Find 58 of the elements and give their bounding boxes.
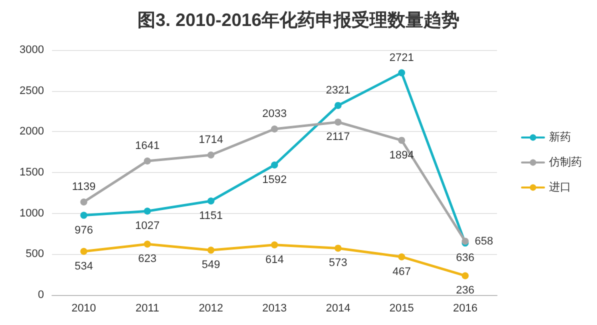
data-label: 549 xyxy=(202,259,220,272)
point xyxy=(144,240,151,248)
y-tick-label: 2500 xyxy=(20,84,44,97)
data-label: 636 xyxy=(456,252,474,264)
y-tick-label: 2000 xyxy=(20,126,44,138)
data-label: 1641 xyxy=(135,140,160,152)
point xyxy=(207,246,214,254)
data-label: 2033 xyxy=(262,108,287,120)
point xyxy=(144,157,151,164)
point xyxy=(144,208,151,215)
y-tick-label: 500 xyxy=(26,248,44,260)
data-label: 1139 xyxy=(72,180,96,193)
chart-title: 图3. 2010-2016年化药申报受理数量趋势 xyxy=(137,10,460,30)
point xyxy=(207,152,214,159)
x-tick-label: 2010 xyxy=(72,302,96,314)
data-label: 623 xyxy=(138,253,157,266)
data-label: 2117 xyxy=(326,131,350,144)
legend-label: 进口 xyxy=(549,180,571,194)
data-label: 658 xyxy=(474,235,494,248)
data-label: 2321 xyxy=(326,84,350,96)
x-tick-label: 2015 xyxy=(389,302,414,314)
legend-label: 仿制药 xyxy=(548,156,582,168)
point xyxy=(398,136,406,144)
point xyxy=(271,125,278,132)
data-label: 1714 xyxy=(198,134,224,146)
point xyxy=(398,253,406,260)
x-tick-label: 2013 xyxy=(262,302,287,314)
point xyxy=(271,161,278,168)
point xyxy=(80,198,88,206)
data-label: 467 xyxy=(392,266,411,278)
data-label: 1592 xyxy=(262,174,287,186)
data-label: 1894 xyxy=(389,149,414,162)
point xyxy=(462,272,469,280)
data-label: 236 xyxy=(456,284,474,297)
point xyxy=(271,241,278,248)
data-label: 2721 xyxy=(389,52,414,64)
y-tick-label: 1000 xyxy=(20,207,44,220)
point xyxy=(334,244,342,252)
y-tick-label: 3000 xyxy=(20,44,44,56)
point xyxy=(80,212,88,219)
x-tick-label: 2014 xyxy=(326,302,350,314)
x-tick-label: 2011 xyxy=(136,302,160,314)
data-label: 976 xyxy=(74,224,93,236)
data-label: 534 xyxy=(74,260,93,272)
data-label: 573 xyxy=(328,257,348,270)
legend-label: 新药 xyxy=(549,130,571,144)
data-label: 614 xyxy=(265,254,284,266)
point xyxy=(80,248,88,255)
data-label: 1151 xyxy=(199,210,223,222)
point xyxy=(334,118,342,126)
x-tick-label: 2012 xyxy=(198,302,224,314)
y-tick-label: 1500 xyxy=(20,166,44,178)
data-label: 1027 xyxy=(135,220,160,232)
point xyxy=(334,102,342,109)
y-tick-label: 0 xyxy=(38,289,44,301)
x-tick-label: 2016 xyxy=(452,302,478,314)
point xyxy=(207,198,214,204)
point xyxy=(398,69,406,76)
